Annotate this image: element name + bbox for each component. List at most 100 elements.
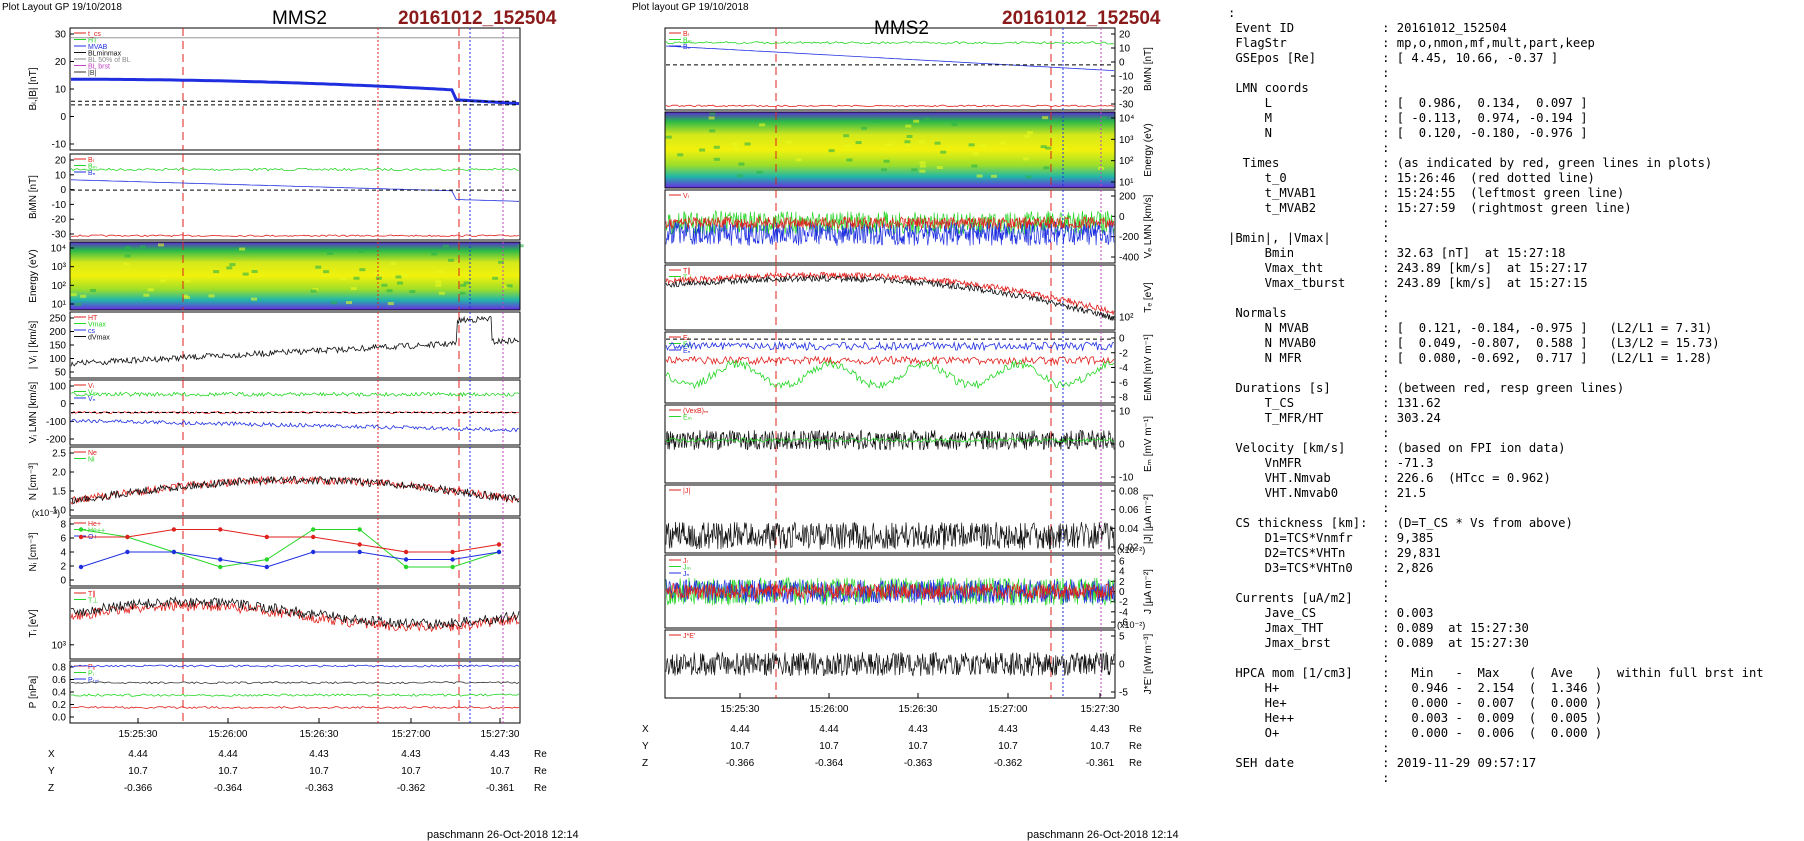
- position-value: -0.364: [214, 783, 243, 794]
- info-line: t_MVAB1 : 15:24:55 (leftmost green line): [1228, 186, 1625, 200]
- y-axis-label: Eₘ [mV m⁻¹]: [1143, 416, 1154, 472]
- legend-entry: Bₘ: [88, 164, 97, 171]
- spectrogram-cell: [315, 265, 322, 269]
- y-tick-label: -200: [46, 435, 66, 446]
- spectrogram-cell: [1027, 131, 1033, 135]
- info-line: D2=TCS*VHTn : 29,831: [1228, 546, 1441, 560]
- position-value: -0.362: [994, 758, 1023, 769]
- trace-pb: [70, 693, 520, 697]
- position-value: 4.43: [490, 749, 510, 760]
- panel-frame: [664, 331, 1116, 404]
- position-value: 4.44: [730, 724, 750, 735]
- position-value: 10.7: [730, 741, 750, 752]
- y-tick-label: 0: [60, 112, 66, 123]
- info-line: D1=TCS*Vnmfr : 9,385: [1228, 531, 1434, 545]
- spectrogram-cell: [738, 162, 745, 166]
- y-tick-label: -8: [1119, 393, 1128, 404]
- info-line: :: [1228, 651, 1390, 665]
- y-tick-label: 30: [55, 30, 67, 41]
- info-line: Jmax_THT : 0.089 at 15:27:30: [1228, 621, 1529, 635]
- spectrogram-cell: [340, 277, 347, 281]
- spectrogram-cell: [390, 261, 397, 265]
- y-tick-label: 100: [49, 382, 66, 393]
- spectrogram-cell: [972, 152, 979, 156]
- panel-9: 5 0 -5 J*E' [nW m⁻³] (x10⁻²) J*E': [664, 620, 1154, 699]
- info-line: CS thickness [km]: : (D=T_CS * Vs from a…: [1228, 516, 1573, 530]
- trace-pi: [70, 664, 520, 668]
- info-line: Event ID : 20161012_152504: [1228, 21, 1507, 35]
- y-tick-label: 10³: [52, 640, 67, 651]
- y-tick-label: 200: [1119, 192, 1136, 203]
- y-tick-label: 2: [60, 562, 66, 573]
- y-tick-label: 0.02: [1119, 543, 1139, 554]
- info-line: Times : (as indicated by red, green line…: [1228, 156, 1713, 170]
- spectrogram-cell: [919, 161, 926, 165]
- spectrogram-cell: [208, 294, 215, 298]
- panel-2: 10⁴ 10³ 10² 10¹ Energy (eV): [664, 111, 1154, 189]
- position-value: -0.361: [486, 783, 515, 794]
- y-tick-label: 0: [1119, 334, 1125, 345]
- legend-entry: Pᵢ: [88, 671, 94, 678]
- spectrogram-cell: [1042, 116, 1049, 120]
- spectrogram-cell: [395, 275, 402, 279]
- spectrogram-cell: [756, 170, 763, 174]
- y-axis-label: Energy (eV): [1143, 123, 1154, 176]
- info-line: :: [1228, 291, 1390, 305]
- info-line: |Bmin|, |Vmax| :: [1228, 231, 1390, 245]
- y-tick-label: -6: [1119, 618, 1128, 629]
- spectrogram-cell: [443, 244, 449, 248]
- spectrogram-cell: [1060, 147, 1067, 151]
- info-line: :: [1228, 66, 1390, 80]
- info-line: :: [1228, 426, 1390, 440]
- spectrogram-cell: [785, 140, 792, 144]
- position-value: 10.7: [218, 766, 238, 777]
- spectrogram-cell: [709, 129, 716, 133]
- trace-ptot: [70, 681, 520, 685]
- y-tick-label: 150: [49, 341, 66, 352]
- info-line: HPCA mom [1/cm3] : Min - Max ( Ave ) wit…: [1228, 666, 1764, 680]
- trace-bn: [71, 234, 520, 237]
- info-line: Vmax_tburst : 243.89 [km/s] at 15:27:15: [1228, 276, 1588, 290]
- info-line: Jave_CS : 0.003: [1228, 606, 1434, 620]
- info-line: T_CS : 131.62: [1228, 396, 1441, 410]
- info-line: FlagStr : mp,o,nmon,mf,mult,part,keep: [1228, 36, 1595, 50]
- position-value: 4.43: [1090, 724, 1110, 735]
- panel-frame: [69, 379, 521, 446]
- position-value: 4.44: [128, 749, 148, 760]
- spectrogram-cell: [502, 285, 509, 289]
- spectrogram-cell: [881, 168, 887, 172]
- y-tick-label: 0.4: [52, 688, 66, 699]
- legend-entry: He++: [88, 528, 105, 535]
- trace-je: [665, 652, 1115, 677]
- x-tick-label: 15:27:30: [481, 729, 520, 740]
- spectrogram-cell: [855, 141, 862, 145]
- spectrogram-cell: [844, 144, 851, 148]
- y-tick-label: 2.0: [52, 468, 66, 479]
- position-value: 4.44: [218, 749, 238, 760]
- trace-tperp: [70, 596, 520, 629]
- panel-frame: [664, 189, 1116, 264]
- panel-3: 200 0 -200 -400 Vₑ LMN [km/s] Vₗ: [664, 189, 1154, 264]
- position-value: -0.363: [305, 783, 334, 794]
- y-tick-label: 4: [1119, 567, 1125, 578]
- spectrogram-cell: [872, 119, 879, 123]
- position-row-label: X: [642, 724, 649, 735]
- y-axis-label: Tₑ [eV]: [1143, 282, 1154, 313]
- y-tick-label: 10: [55, 85, 67, 96]
- y-tick-label: 0.06: [1119, 505, 1139, 516]
- event-info-panel: : Event ID : 20161012_152504 FlagStr : m…: [1228, 6, 1800, 796]
- legend-entry: Vₘ: [88, 390, 97, 397]
- y-tick-label: -4: [1119, 607, 1128, 618]
- legend-entry: Vₙ: [88, 396, 96, 403]
- y-tick-label: 1.0: [52, 506, 66, 517]
- legend-entry: Eₘ: [683, 415, 692, 422]
- position-unit: Re: [1129, 724, 1142, 735]
- series-line-He+: [80, 529, 500, 568]
- legend-entry: Bₗ: [88, 157, 94, 164]
- trace-bl: [71, 77, 520, 106]
- spectrogram-cell: [708, 116, 715, 120]
- position-row-label: X: [48, 749, 55, 760]
